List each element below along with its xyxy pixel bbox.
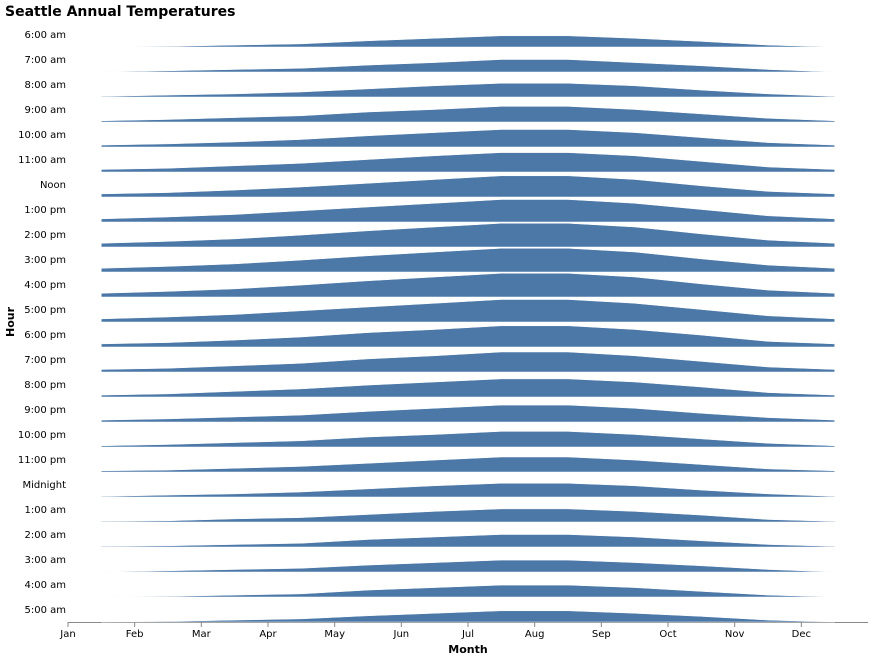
x-axis-title: Month — [448, 643, 487, 656]
x-tick-label: Apr — [259, 629, 277, 640]
ridge-area — [101, 325, 835, 348]
y-axis-title: Hour — [4, 306, 17, 337]
ridge-area — [101, 199, 835, 223]
row-label: 3:00 am — [24, 555, 66, 566]
ridge-area — [101, 456, 835, 473]
row-label: 4:00 pm — [24, 280, 66, 291]
row-label: 4:00 am — [24, 580, 66, 591]
row-label: Midnight — [23, 480, 67, 491]
ridge-area — [101, 299, 835, 323]
row-label: 11:00 pm — [18, 455, 66, 466]
row-label: 1:00 pm — [24, 205, 66, 216]
row-label: 11:00 am — [18, 155, 66, 166]
row-label: 9:00 am — [24, 105, 66, 116]
ridge-area — [101, 378, 835, 398]
ridge-area — [101, 610, 835, 623]
ridge-area — [101, 559, 835, 573]
ridge-area — [101, 175, 835, 198]
x-tick-label: Nov — [725, 629, 745, 640]
ridge-area — [101, 483, 835, 498]
ridge-area — [101, 129, 835, 148]
x-tick-label: Jul — [461, 629, 474, 640]
ridge-area — [101, 404, 835, 423]
row-label: 7:00 pm — [24, 355, 66, 366]
ridge-area — [101, 584, 835, 598]
ridge-area — [101, 35, 835, 48]
ridge-area — [101, 534, 835, 548]
x-tick-label: Oct — [659, 629, 676, 640]
x-tick-label: Aug — [525, 629, 545, 640]
x-tick-label: Mar — [192, 629, 212, 640]
row-label: 7:00 am — [24, 55, 66, 66]
x-tick-label: May — [324, 629, 345, 640]
chart-title: Seattle Annual Temperatures — [5, 4, 235, 20]
ridge-area — [101, 351, 835, 373]
row-label: 8:00 am — [24, 80, 66, 91]
row-label: 3:00 pm — [24, 255, 66, 266]
row-label: 6:00 am — [24, 30, 66, 41]
row-label: 6:00 pm — [24, 330, 66, 341]
row-label: 8:00 pm — [24, 380, 66, 391]
x-tick-label: Sep — [592, 629, 611, 640]
ridge-area — [101, 106, 835, 123]
ridge-area — [101, 508, 835, 523]
ridge-area — [101, 431, 835, 448]
ridge-area — [101, 83, 835, 98]
ridge-area — [101, 59, 835, 73]
row-label: 2:00 am — [24, 530, 66, 541]
x-tick-label: Jun — [393, 629, 410, 640]
row-label: 5:00 am — [24, 605, 66, 616]
row-label: 9:00 pm — [24, 405, 66, 416]
x-tick-label: Jan — [59, 629, 75, 640]
row-label: 10:00 pm — [18, 430, 66, 441]
row-label: 10:00 am — [18, 130, 66, 141]
ridge-area — [101, 223, 835, 248]
row-label: 1:00 am — [24, 505, 66, 516]
row-label: 5:00 pm — [24, 305, 66, 316]
row-label: 2:00 pm — [24, 230, 66, 241]
ridge-area — [101, 248, 835, 273]
x-tick-label: Dec — [792, 629, 811, 640]
ridge-area — [101, 273, 835, 298]
ridge-area — [101, 152, 835, 173]
row-label: Noon — [40, 180, 66, 191]
x-tick-label: Feb — [126, 629, 144, 640]
